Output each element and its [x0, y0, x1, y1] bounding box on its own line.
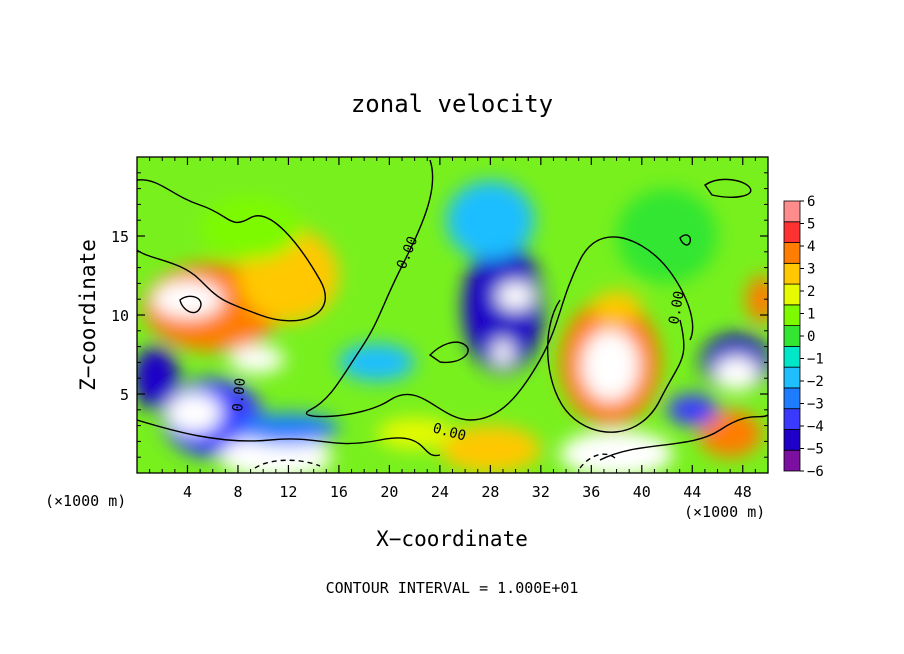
contour-interval-note: CONTOUR INTERVAL = 1.000E+01 — [326, 579, 579, 597]
colorbar-swatch — [783, 283, 801, 306]
velocity-field — [137, 180, 768, 473]
colorbar-label: 3 — [807, 262, 815, 278]
colorbar-swatch — [783, 304, 801, 327]
x-tick-label: 28 — [481, 483, 499, 501]
field-region — [746, 275, 768, 323]
colorbar-label: −6 — [807, 464, 824, 480]
x-tick-label: 24 — [431, 483, 449, 501]
plot-area: 0.00 0.00 0.00 0.00 — [137, 157, 768, 473]
x-axis-ticks: 4 8 12 16 20 24 28 32 36 40 44 48 — [149, 157, 756, 501]
contour-line — [179, 295, 202, 314]
colorbar-swatch — [783, 366, 801, 389]
colorbar-label: 0 — [807, 329, 815, 345]
colorbar-swatch — [783, 262, 801, 285]
field-region — [166, 392, 222, 434]
colorbar-label: 4 — [807, 239, 815, 255]
field-region — [492, 338, 514, 368]
x-unit-left: (×1000 m) — [45, 492, 126, 510]
contour-line — [137, 179, 326, 322]
field-region — [137, 346, 179, 410]
colorbar-label: 5 — [807, 217, 815, 233]
x-axis-label: X−coordinate — [376, 527, 528, 551]
colorbar-swatch — [783, 408, 801, 430]
field-region — [667, 394, 718, 426]
colorbar-label: −4 — [807, 419, 824, 435]
x-tick-label: 48 — [734, 483, 752, 501]
field-region — [446, 180, 535, 260]
contour-line — [254, 459, 321, 469]
contour-line — [428, 341, 469, 364]
field-region — [237, 412, 339, 445]
field-region — [591, 291, 642, 323]
contour-label: 0.00 — [666, 290, 688, 326]
colorbar-label: 6 — [807, 194, 815, 210]
colorbar-swatch — [783, 325, 801, 347]
colorbar-label: −3 — [807, 397, 824, 413]
contour-line — [137, 419, 441, 457]
field-region — [229, 345, 285, 374]
colorbar-label: −5 — [807, 442, 824, 458]
x-tick-label: 20 — [380, 483, 398, 501]
x-tick-label: 12 — [279, 483, 297, 501]
x-tick-label: 8 — [233, 483, 242, 501]
contour-line — [546, 299, 685, 433]
colorbar-label: −1 — [807, 352, 824, 368]
field-region — [439, 425, 541, 473]
field-region — [581, 329, 640, 402]
colorbar-swatch — [783, 387, 801, 410]
y-axis-label: Z−coordinate — [76, 239, 100, 391]
colorbar-swatch — [783, 200, 801, 223]
field-region — [376, 417, 453, 450]
contour-line — [704, 178, 752, 198]
y-tick-label: 10 — [111, 307, 129, 325]
x-tick-label: 4 — [183, 483, 192, 501]
field-region — [698, 409, 762, 458]
field-region — [338, 343, 415, 382]
field-region — [462, 240, 544, 374]
y-tick-label: 5 — [120, 386, 129, 404]
field-region — [616, 188, 718, 284]
field-region — [152, 280, 223, 319]
colorbar-label: 2 — [807, 284, 815, 300]
contour-line — [599, 414, 768, 461]
colorbar-swatch — [783, 429, 801, 451]
field-region — [496, 281, 535, 311]
zero-contours — [137, 159, 768, 469]
field-region — [713, 356, 760, 391]
field-region — [219, 435, 333, 473]
x-tick-label: 16 — [330, 483, 348, 501]
x-tick-label: 32 — [532, 483, 550, 501]
contour-line — [306, 159, 694, 421]
colorbar-swatch — [783, 242, 801, 264]
colorbar-swatch — [783, 221, 801, 243]
x-tick-label: 36 — [582, 483, 600, 501]
x-unit-right: (×1000 m) — [684, 503, 765, 521]
colorbar-label: 1 — [807, 307, 815, 323]
contour-label: 0.00 — [230, 377, 249, 412]
field-region — [200, 196, 302, 260]
colorbar-label: −2 — [807, 374, 824, 390]
colorbar: 6 5 4 3 2 1 0 −1 −2 −3 −4 −5 −6 — [783, 194, 824, 480]
colorbar-swatch — [783, 449, 801, 472]
y-axis-ticks: 5 10 15 — [111, 172, 768, 458]
colorbar-swatch — [783, 345, 801, 368]
y-tick-label: 15 — [111, 228, 129, 246]
chart-title: zonal velocity — [351, 90, 553, 118]
field-region — [559, 430, 674, 473]
x-tick-label: 44 — [683, 483, 701, 501]
contour-line — [679, 234, 692, 246]
x-tick-label: 40 — [633, 483, 651, 501]
contour-line — [579, 453, 616, 469]
